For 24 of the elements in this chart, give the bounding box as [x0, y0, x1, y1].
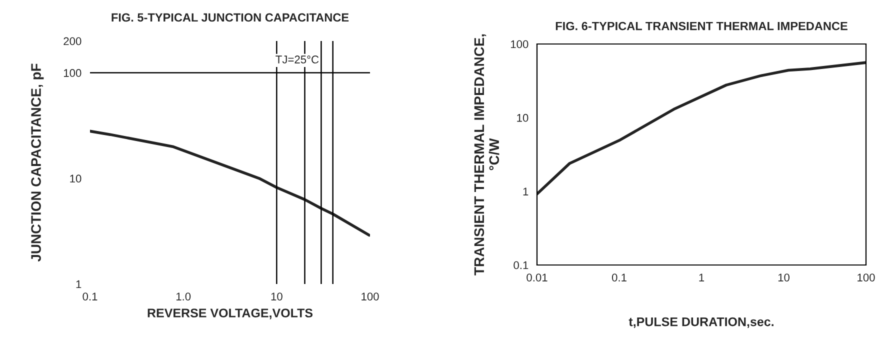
x-tick-label: 1: [699, 274, 704, 282]
x-tick-label: 0.1: [612, 274, 626, 282]
x-axis-title: t,PULSE DURATION,sec.: [628, 317, 774, 328]
y-tick-label: 0.1: [514, 261, 528, 270]
x-tick-label: 10: [271, 292, 282, 300]
y-tick-label: 10: [70, 174, 82, 183]
chart-title: FIG. 5-TYPICAL JUNCTION CAPACITANCE: [112, 13, 349, 22]
x-tick-label: 0.1: [82, 292, 98, 300]
x-tick-label: 1.0: [176, 292, 191, 300]
y-tick-label: 10: [517, 114, 528, 122]
y-axis-title: JUNCTION CAPACITANCE, pF: [31, 64, 44, 262]
annotation: TJ=25°C: [276, 56, 319, 64]
y-tick-label: 100: [64, 69, 82, 77]
y-tick-label: 1: [523, 188, 528, 196]
x-axis-title: REVERSE VOLTAGE,VOLTS: [148, 308, 313, 320]
y-axis-title: TRANSIENT THERMAL IMPEDANCE, °C/W: [474, 34, 500, 276]
y-tick-label: 200: [64, 37, 82, 46]
y-tick-label: 1: [76, 280, 82, 288]
x-tick-label: 100: [858, 274, 875, 282]
x-tick-label: 100: [362, 292, 379, 300]
y-tick-label: 100: [510, 40, 528, 48]
x-tick-label: 0.01: [526, 274, 548, 282]
x-tick-label: 10: [778, 274, 790, 282]
chart-title: FIG. 6-TYPICAL TRANSIENT THERMAL IMPEDANCE: [556, 22, 848, 30]
